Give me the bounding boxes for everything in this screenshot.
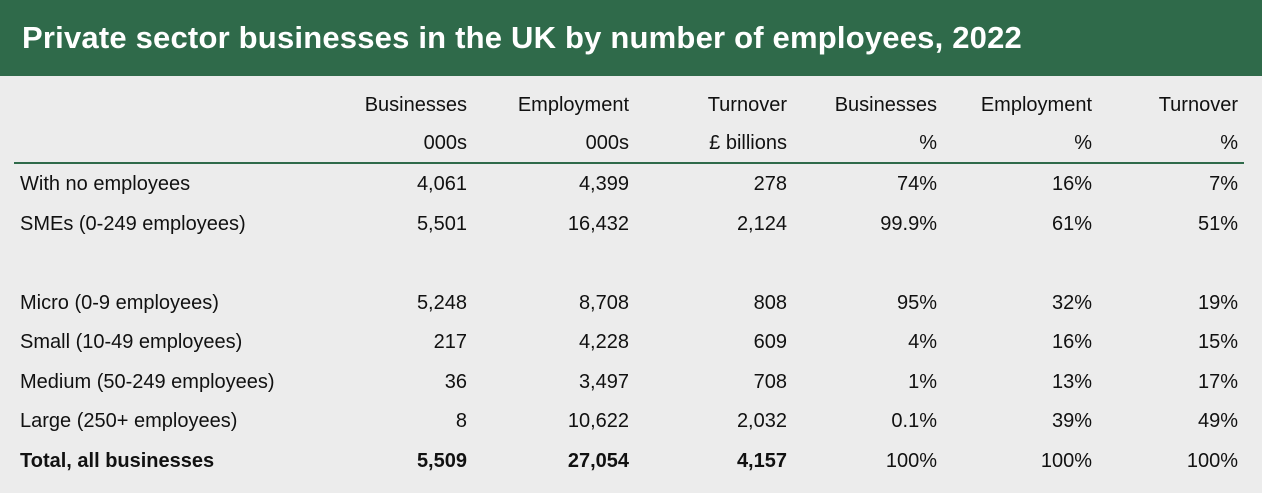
- table-cell: 19%: [1197, 291, 1238, 314]
- total-cell: 100%: [1040, 449, 1092, 472]
- total-row: Total, all businesses 5,509 27,054 4,157…: [14, 442, 1244, 482]
- table-cell: 2,032: [736, 410, 787, 433]
- table-row: SMEs (0-249 employees) 5,501 16,432 2,12…: [14, 205, 1244, 245]
- table-cell: 15%: [1197, 331, 1238, 354]
- row-label: Large (250+ employees): [20, 410, 238, 433]
- total-cell: 5,509: [416, 449, 467, 472]
- table-cell: 3,497: [578, 370, 629, 393]
- column-header: Businesses: [364, 93, 467, 116]
- table-cell: 4,061: [416, 173, 467, 195]
- table-cell: 51%: [1197, 213, 1238, 236]
- table-cell: 49%: [1197, 410, 1238, 433]
- row-label: Medium (50-249 employees): [20, 370, 275, 393]
- column-header: Businesses: [834, 93, 937, 116]
- header-row: Businesses Employment Turnover Businesse…: [14, 85, 1244, 125]
- column-unit: %: [793, 125, 943, 164]
- total-cell: 100%: [885, 449, 937, 472]
- column-header: Employment: [517, 93, 629, 116]
- total-cell: 100%: [1186, 449, 1238, 472]
- table-cell: 99.9%: [880, 213, 937, 236]
- unit-row: 000s 000s £ billions % % %: [14, 125, 1244, 164]
- header-corner: [14, 85, 338, 125]
- table-row: With no employees 4,061 4,399 278 74% 16…: [14, 163, 1244, 205]
- column-unit: 000s: [473, 125, 635, 164]
- spacer-cell: [14, 245, 1244, 284]
- table-cell: 8,708: [578, 291, 629, 314]
- table-cell: 278: [753, 173, 787, 195]
- table-cell: 13%: [1051, 370, 1092, 393]
- spacer-row: [14, 245, 1244, 284]
- column-unit: %: [943, 125, 1098, 164]
- table-title: Private sector businesses in the UK by n…: [22, 20, 1023, 55]
- column-header: Turnover: [707, 93, 787, 116]
- table-cell: 17%: [1197, 370, 1238, 393]
- title-bar: Private sector businesses in the UK by n…: [0, 0, 1262, 76]
- total-label: Total, all businesses: [20, 449, 215, 472]
- column-header: Employment: [980, 93, 1092, 116]
- table-cell: 0.1%: [891, 410, 937, 433]
- table-cell: 808: [753, 291, 787, 314]
- table-row: Small (10-49 employees) 217 4,228 609 4%…: [14, 323, 1244, 363]
- table-cell: 8: [455, 410, 467, 433]
- table-cell: 39%: [1051, 410, 1092, 433]
- table-cell: 36: [444, 370, 467, 393]
- row-label: With no employees: [20, 173, 191, 195]
- column-unit: 000s: [338, 125, 473, 164]
- table-cell: 5,248: [416, 291, 467, 314]
- row-label: SMEs (0-249 employees): [20, 213, 246, 236]
- table-cell: 10,622: [567, 410, 629, 433]
- table-cell: 2,124: [736, 213, 787, 236]
- table-cell: 32%: [1051, 291, 1092, 314]
- table-cell: 7%: [1209, 173, 1238, 195]
- table-row: Large (250+ employees) 8 10,622 2,032 0.…: [14, 402, 1244, 442]
- table-cell: 4,399: [578, 173, 629, 195]
- table-cell: 217: [433, 331, 467, 354]
- table-cell: 4%: [908, 331, 937, 354]
- data-table: Businesses Employment Turnover Businesse…: [14, 85, 1244, 481]
- table-cell: 95%: [896, 291, 937, 314]
- table-cell: 1%: [908, 370, 937, 393]
- table-cell: 5,501: [416, 213, 467, 236]
- row-label: Micro (0-9 employees): [20, 291, 219, 314]
- column-unit: £ billions: [635, 125, 793, 164]
- column-header: Turnover: [1158, 93, 1238, 116]
- table-cell: 708: [753, 370, 787, 393]
- column-unit: %: [1098, 125, 1244, 164]
- table-cell: 4,228: [578, 331, 629, 354]
- table-row: Micro (0-9 employees) 5,248 8,708 808 95…: [14, 284, 1244, 324]
- table-cell: 16%: [1051, 331, 1092, 354]
- table-cell: 16%: [1051, 173, 1092, 195]
- table-cell: 74%: [896, 173, 937, 195]
- row-label: Small (10-49 employees): [20, 331, 243, 354]
- table-cell: 61%: [1051, 213, 1092, 236]
- total-cell: 27,054: [567, 449, 629, 472]
- total-cell: 4,157: [736, 449, 787, 472]
- unit-corner: [14, 125, 338, 164]
- table-row: Medium (50-249 employees) 36 3,497 708 1…: [14, 363, 1244, 403]
- table-cell: 609: [753, 331, 787, 354]
- table-cell: 16,432: [567, 213, 629, 236]
